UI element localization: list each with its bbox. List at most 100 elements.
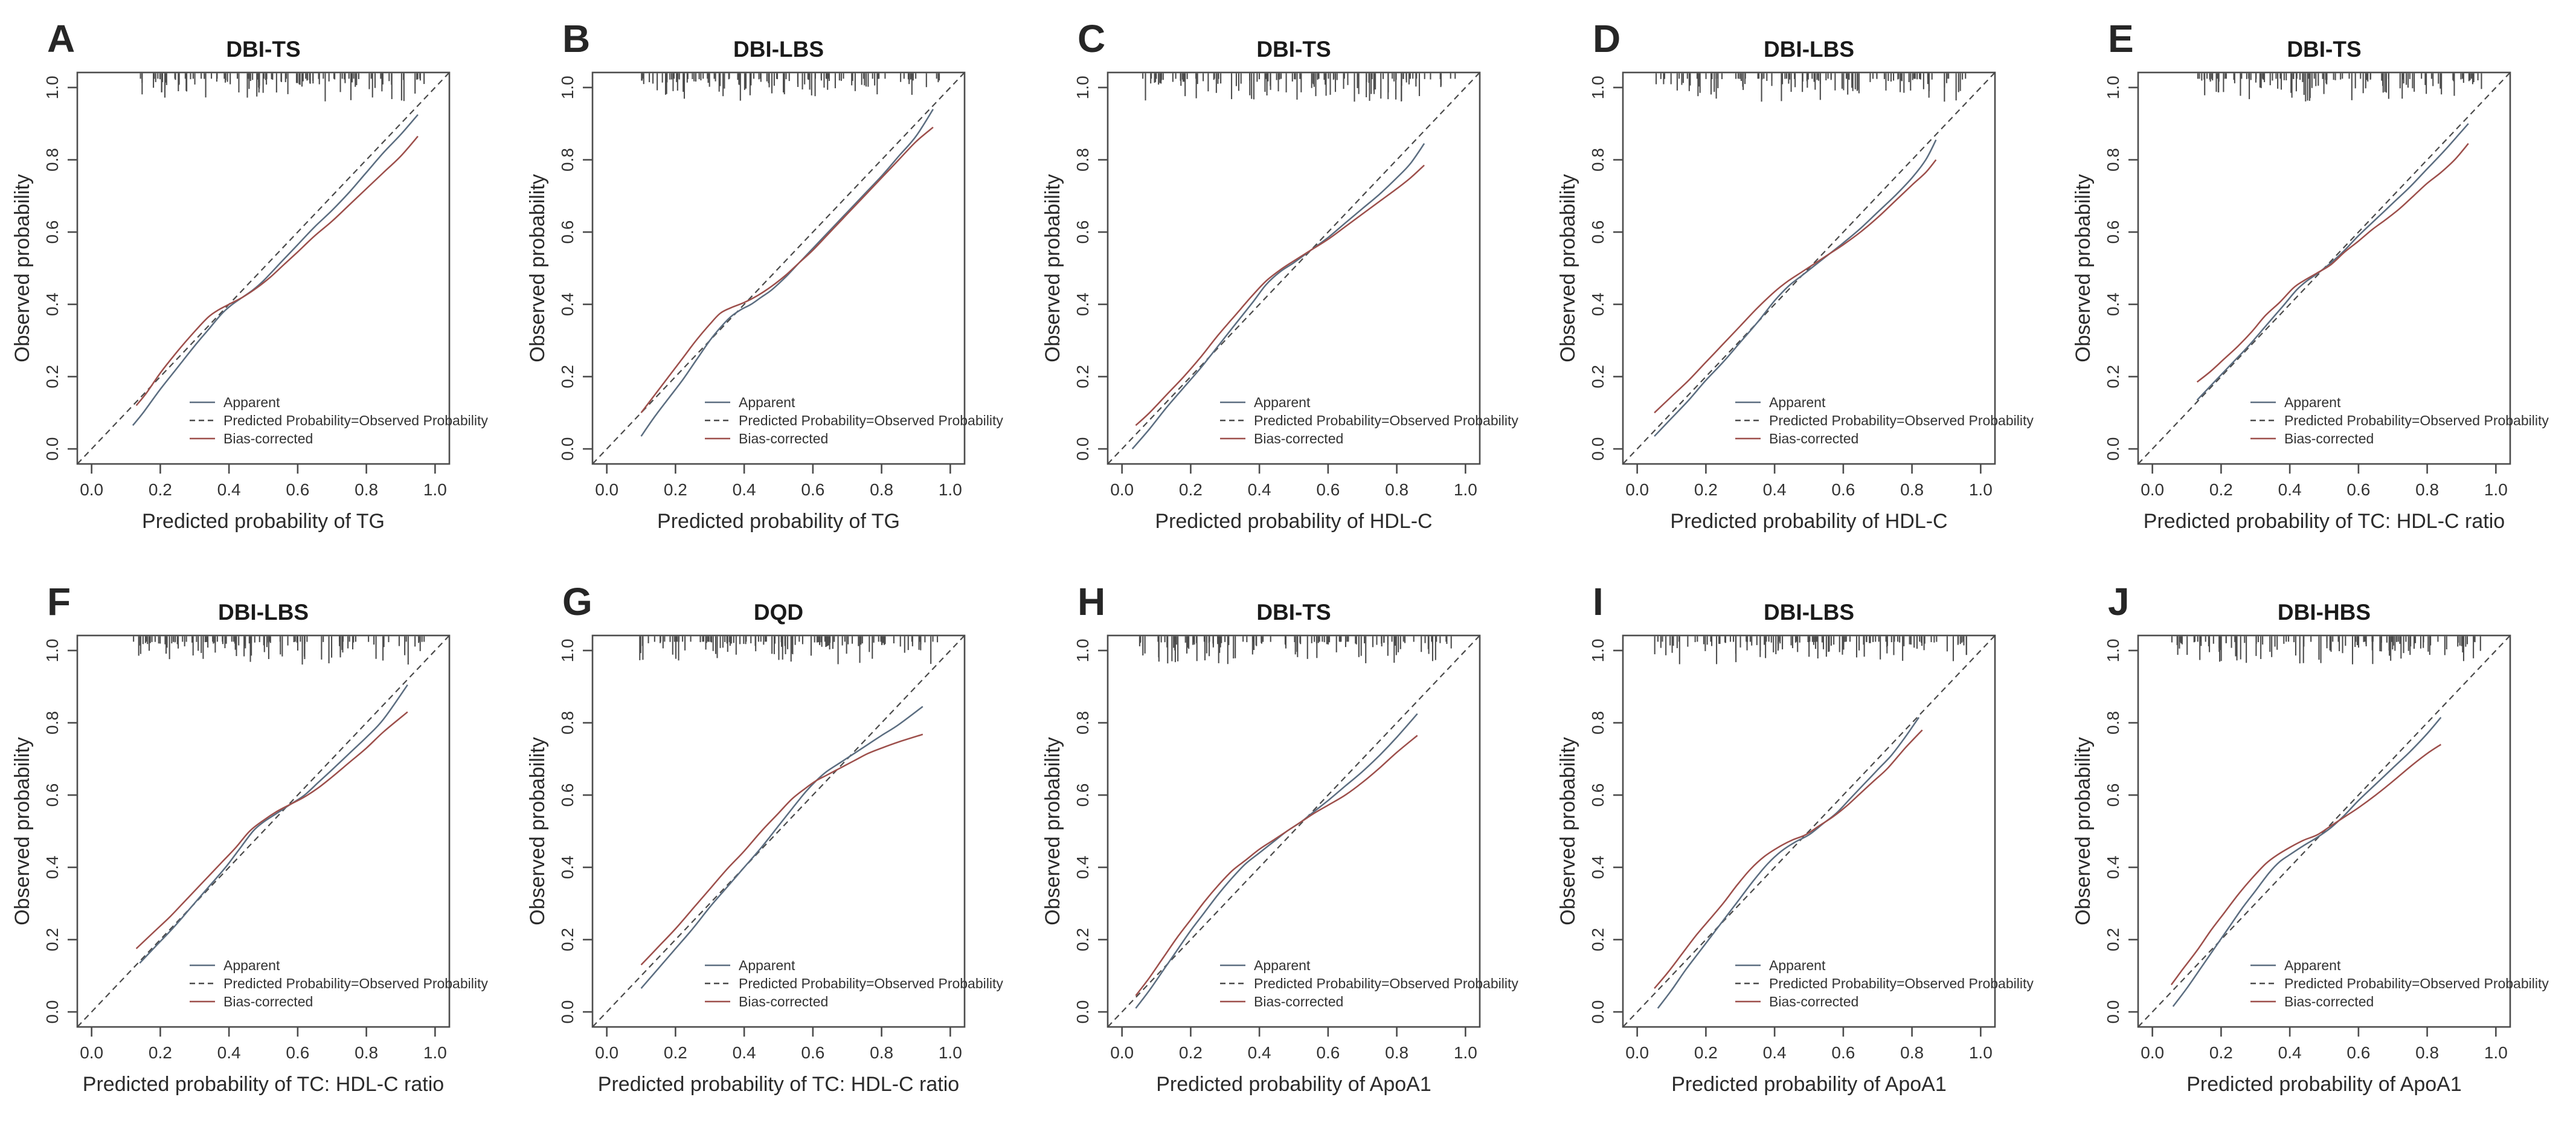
apparent-curve bbox=[2172, 716, 2442, 1007]
x-tick-label: 0.6 bbox=[2346, 1043, 2370, 1062]
x-tick-label: 0.0 bbox=[1625, 480, 1649, 499]
axes: 0.0 0.0 0.2 0.2 0.4 0.4 0.6 0.6 0.8 0.8 1.0 1.0 bbox=[2104, 76, 2508, 499]
x-tick-label: 0.2 bbox=[1179, 1043, 1203, 1062]
panel-J-svg: J DBI-HBS 0.0 0.0 0.2 0.2 0.4 0.4 0.6 0.6 0.8 0.8 1.… bbox=[2072, 580, 2549, 1096]
y-tick-label: 1.0 bbox=[2104, 76, 2122, 99]
axes: 0.0 0.0 0.2 0.2 0.4 0.4 0.6 0.6 0.8 0.8 1.0 1.0 bbox=[1588, 639, 1993, 1062]
x-tick-label: 0.8 bbox=[1900, 480, 1924, 499]
legend-label-apparent: Apparent bbox=[739, 394, 795, 410]
y-tick-label: 0.0 bbox=[1073, 1000, 1092, 1024]
x-tick-label: 0.8 bbox=[870, 480, 893, 499]
y-tick-label: 0.6 bbox=[558, 220, 577, 244]
calibration-panel-B: B DBI-LBS 0.0 0.0 0.2 0.2 0.4 0.4 0.6 0.6 0.8 0.8 1.… bbox=[515, 0, 1030, 563]
plot-box bbox=[1622, 634, 1996, 1028]
y-tick-label: 0.2 bbox=[1073, 365, 1092, 388]
reference-line bbox=[1622, 72, 1996, 465]
legend: Apparent Predicted Probability=Observed P… bbox=[2250, 394, 2549, 446]
y-tick-label: 0.2 bbox=[1073, 928, 1092, 951]
x-tick-label: 0.2 bbox=[149, 1043, 172, 1062]
x-tick-label: 0.8 bbox=[1385, 1043, 1408, 1062]
x-tick-label: 0.0 bbox=[595, 480, 618, 499]
x-tick-label: 0.2 bbox=[2209, 480, 2233, 499]
legend-label-bias_corrected: Bias-corrected bbox=[2284, 431, 2374, 446]
rug-plot bbox=[1655, 73, 1967, 102]
x-axis-label: Predicted probability of HDL-C bbox=[1155, 510, 1432, 533]
calibration-panel-E: E DBI-TS 0.0 0.0 0.2 0.2 0.4 0.4 0.6 0.6 0.8 0.8 1.0… bbox=[2061, 0, 2576, 563]
x-tick-label: 0.0 bbox=[595, 1043, 618, 1062]
x-axis-label: Predicted probability of TG bbox=[657, 510, 900, 533]
x-tick-label: 0.2 bbox=[149, 480, 172, 499]
calibration-panel-J: J DBI-HBS 0.0 0.0 0.2 0.2 0.4 0.4 0.6 0.6 0.8 0.8 1.… bbox=[2061, 563, 2576, 1126]
x-tick-label: 0.6 bbox=[286, 480, 309, 499]
y-tick-label: 0.8 bbox=[1588, 711, 1607, 735]
y-tick-label: 0.6 bbox=[1588, 220, 1607, 244]
axes: 0.0 0.0 0.2 0.2 0.4 0.4 0.6 0.6 0.8 0.8 1.0 1.0 bbox=[43, 76, 447, 499]
y-axis-label: Observed probability bbox=[1556, 737, 1579, 925]
axes: 0.0 0.0 0.2 0.2 0.4 0.4 0.6 0.6 0.8 0.8 1.0 1.0 bbox=[2104, 639, 2508, 1062]
legend-label-bias_corrected: Bias-corrected bbox=[223, 994, 313, 1009]
y-tick-label: 0.6 bbox=[43, 220, 62, 244]
x-tick-label: 1.0 bbox=[1969, 1043, 1993, 1062]
calibration-panel-F: F DBI-LBS 0.0 0.0 0.2 0.2 0.4 0.4 0.6 0.6 0.8 0.8 1.… bbox=[0, 563, 515, 1126]
bias-corrected-curve bbox=[1135, 164, 1425, 426]
x-tick-label: 1.0 bbox=[2484, 1043, 2508, 1062]
panel-letter: B bbox=[562, 17, 590, 60]
y-tick-label: 0.4 bbox=[1588, 292, 1607, 316]
y-tick-label: 0.0 bbox=[43, 1000, 62, 1024]
bias-corrected-curve bbox=[135, 711, 408, 950]
x-tick-label: 0.2 bbox=[664, 1043, 687, 1062]
x-tick-label: 0.2 bbox=[2209, 1043, 2233, 1062]
panel-letter: C bbox=[1078, 17, 1105, 60]
panel-G-svg: G DQD 0.0 0.0 0.2 0.2 0.4 0.4 0.6 0.6 0.8 0.8 1.0 1.0… bbox=[526, 580, 1003, 1096]
axes: 0.0 0.0 0.2 0.2 0.4 0.4 0.6 0.6 0.8 0.8 1.0 1.0 bbox=[558, 639, 962, 1062]
y-tick-label: 0.8 bbox=[558, 148, 577, 172]
panel-title: DBI-TS bbox=[226, 37, 300, 62]
calibration-panel-D: D DBI-LBS 0.0 0.0 0.2 0.2 0.4 0.4 0.6 0.6 0.8 0.8 1.… bbox=[1546, 0, 2061, 563]
rug-plot bbox=[140, 73, 425, 101]
x-tick-label: 0.6 bbox=[801, 1043, 824, 1062]
panel-title: DBI-TS bbox=[1256, 37, 1331, 62]
y-tick-label: 0.4 bbox=[2104, 292, 2122, 316]
y-tick-label: 0.6 bbox=[1073, 220, 1092, 244]
y-tick-label: 0.4 bbox=[43, 292, 62, 316]
x-tick-label: 1.0 bbox=[1454, 1043, 1477, 1062]
legend: Apparent Predicted Probability=Observed P… bbox=[1220, 394, 1518, 446]
x-tick-label: 0.0 bbox=[2141, 1043, 2164, 1062]
x-tick-label: 0.0 bbox=[1110, 480, 1134, 499]
x-tick-label: 0.8 bbox=[355, 480, 378, 499]
reference-line bbox=[77, 635, 450, 1028]
y-tick-label: 0.6 bbox=[2104, 783, 2122, 807]
y-tick-label: 0.2 bbox=[2104, 928, 2122, 951]
x-tick-label: 0.8 bbox=[1900, 1043, 1924, 1062]
legend-label-bias_corrected: Bias-corrected bbox=[1254, 994, 1343, 1009]
panel-title: DBI-LBS bbox=[1764, 600, 1854, 625]
rug-plot bbox=[2197, 73, 2482, 101]
plot-box bbox=[1107, 634, 1481, 1028]
y-tick-label: 1.0 bbox=[1588, 639, 1607, 662]
legend-label-bias_corrected: Bias-corrected bbox=[223, 431, 313, 446]
calibration-panel-I: I DBI-LBS 0.0 0.0 0.2 0.2 0.4 0.4 0.6 0.6 0.8 0.8 1.… bbox=[1546, 563, 2061, 1126]
y-axis-label: Observed probability bbox=[2072, 174, 2095, 362]
x-tick-label: 1.0 bbox=[2484, 480, 2508, 499]
x-tick-label: 0.0 bbox=[1110, 1043, 1134, 1062]
x-tick-label: 0.4 bbox=[2278, 1043, 2302, 1062]
plot-box bbox=[591, 634, 966, 1028]
y-tick-label: 1.0 bbox=[1073, 639, 1092, 662]
y-axis-label: Observed probability bbox=[11, 174, 34, 362]
rug-plot bbox=[641, 73, 940, 101]
panel-D-svg: D DBI-LBS 0.0 0.0 0.2 0.2 0.4 0.4 0.6 0.6 0.8 0.8 1.… bbox=[1556, 17, 2034, 533]
apparent-curve bbox=[1657, 716, 1920, 1009]
legend-label-bias_corrected: Bias-corrected bbox=[1254, 431, 1343, 446]
apparent-curve bbox=[1135, 713, 1418, 1009]
y-tick-label: 0.0 bbox=[2104, 437, 2122, 461]
x-tick-label: 0.8 bbox=[2415, 1043, 2439, 1062]
bias-corrected-curve bbox=[640, 733, 923, 966]
y-axis-label: Observed probability bbox=[1041, 174, 1064, 362]
panel-title: DBI-TS bbox=[2287, 37, 2361, 62]
y-tick-label: 0.6 bbox=[1588, 783, 1607, 807]
x-axis-label: Predicted probability of ApoA1 bbox=[1671, 1073, 1947, 1096]
reference-line bbox=[592, 635, 965, 1028]
panel-letter: G bbox=[562, 580, 593, 623]
panel-letter: J bbox=[2108, 580, 2130, 623]
